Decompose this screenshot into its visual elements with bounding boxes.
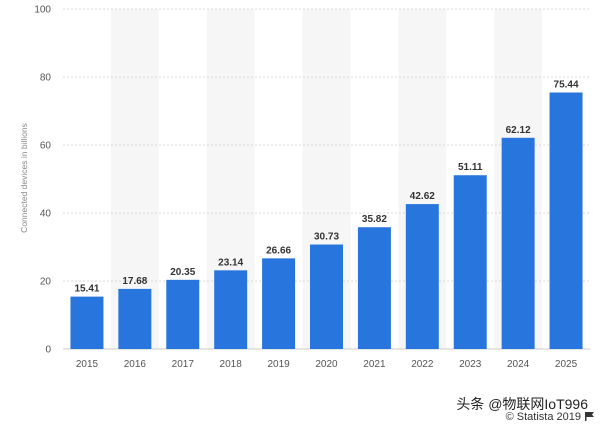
x-tick-label: 2017 [172, 359, 195, 370]
bar-value-label: 15.41 [74, 284, 99, 295]
x-tick-label: 2016 [124, 359, 147, 370]
bar [70, 296, 104, 349]
x-tick-label: 2018 [220, 359, 243, 370]
x-tick-label: 2022 [411, 359, 434, 370]
bars [70, 92, 583, 349]
bar [118, 288, 152, 349]
bar-value-label: 17.68 [122, 276, 147, 287]
statista-credit: © Statista 2019 [506, 411, 581, 423]
bar [453, 175, 487, 349]
bar [310, 244, 343, 349]
y-tick-label: 0 [45, 345, 51, 356]
x-tick-label: 2021 [363, 359, 386, 370]
y-axis-ticks: 0 20 40 60 80 100 [34, 5, 51, 356]
x-tick-label: 2023 [459, 359, 482, 370]
bar [405, 204, 439, 349]
bar [501, 137, 535, 349]
bar-value-label: 75.44 [554, 80, 579, 91]
x-tick-label: 2019 [267, 359, 290, 370]
x-tick-label: 2020 [315, 359, 338, 370]
bar [214, 270, 248, 349]
bar-value-label: 26.66 [266, 245, 291, 256]
bar-value-label: 23.14 [218, 257, 243, 268]
x-tick-label: 2015 [76, 359, 99, 370]
bar-value-labels: 15.41 17.68 20.35 23.14 26.66 30.73 35.82 42.62… [74, 80, 579, 295]
y-tick-label: 80 [40, 73, 52, 84]
bar-value-label: 51.11 [458, 162, 483, 173]
bar-value-label: 20.35 [170, 267, 195, 278]
y-tick-label: 20 [40, 277, 52, 288]
bar-value-label: 42.62 [410, 191, 435, 202]
y-tick-label: 60 [40, 141, 52, 152]
x-tick-label: 2024 [507, 359, 530, 370]
bar-value-label: 35.82 [362, 214, 387, 225]
bar [262, 258, 296, 349]
x-tick-label: 2025 [555, 359, 578, 370]
bar-value-label: 62.12 [506, 125, 531, 136]
x-axis-ticks: 2015 2016 2017 2018 2019 2020 2021 2022 2023 2024… [76, 359, 578, 370]
y-tick-label: 40 [40, 209, 52, 220]
bar [357, 227, 391, 349]
bar [166, 279, 200, 349]
y-tick-label: 100 [34, 5, 51, 16]
y-axis-title: Connected devices in billions [19, 123, 29, 233]
bar-value-label: 30.73 [314, 232, 339, 243]
bar [549, 92, 583, 349]
watermark-text: 头条 @物联网IoT996 [456, 396, 588, 412]
flag-icon [585, 412, 594, 421]
